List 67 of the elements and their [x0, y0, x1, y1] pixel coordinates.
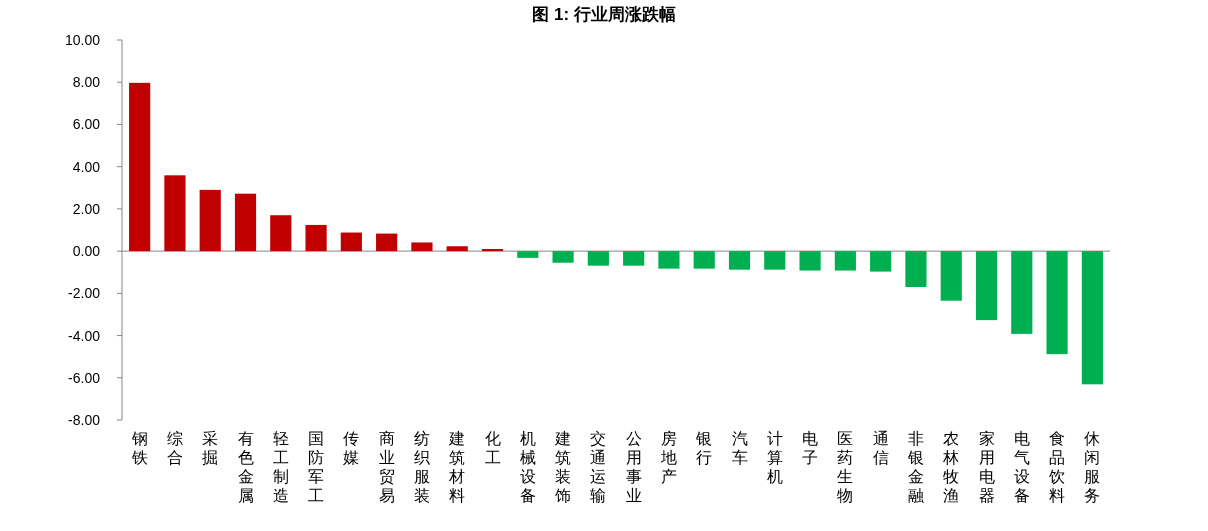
- x-tick-label: 钢铁: [130, 430, 148, 466]
- x-tick-label: 交通运输: [590, 430, 607, 504]
- y-tick-label: -4.00: [68, 327, 101, 344]
- bar: [728, 251, 751, 270]
- bar: [799, 251, 821, 271]
- x-tick-label: 银行: [695, 430, 713, 466]
- y-tick-label: 2.00: [72, 200, 101, 217]
- x-tick-label: 家用电器: [978, 430, 995, 504]
- y-tick-label: 10.00: [64, 32, 101, 48]
- y-tick-label: -6.00: [68, 369, 101, 386]
- bar: [1081, 251, 1103, 385]
- x-tick-label: 食品饮料: [1048, 430, 1066, 504]
- x-tick-label: 机械设备: [519, 430, 536, 504]
- x-tick-label: 医药生物: [837, 430, 854, 504]
- bar: [658, 251, 680, 269]
- x-tick-label: 电子: [802, 430, 819, 466]
- x-tick-label: 电气设备: [1013, 430, 1030, 504]
- bar: [129, 82, 151, 252]
- x-tick-label: 房地产: [659, 430, 677, 485]
- x-tick-label: 国防军工: [308, 430, 325, 504]
- bar: [587, 251, 609, 266]
- bar: [305, 224, 327, 252]
- x-tick-label: 传媒: [343, 430, 360, 466]
- x-tick-label: 公用事业: [625, 430, 642, 504]
- x-tick-label: 建筑材料: [448, 430, 466, 504]
- bar: [693, 251, 715, 269]
- x-tick-label: 汽车: [731, 430, 748, 466]
- bar: [940, 251, 962, 301]
- bar: [1011, 251, 1033, 334]
- chart-title: 图 1: 行业周涨跌幅: [532, 5, 676, 24]
- bar: [870, 251, 892, 272]
- bar: [552, 251, 574, 263]
- x-tick-label: 化工: [484, 430, 501, 466]
- bar: [411, 242, 433, 252]
- y-tick-label: 8.00: [72, 74, 101, 91]
- bar: [270, 215, 292, 252]
- bar: [834, 251, 856, 271]
- bar: [623, 251, 645, 266]
- x-tick-label: 计算机: [766, 430, 783, 485]
- x-tick-label: 纺织服装: [413, 430, 430, 504]
- bar: [234, 193, 257, 252]
- y-tick-label: 0.00: [72, 243, 101, 260]
- x-tick-label: 有色金属: [237, 430, 254, 504]
- x-tick-label: 综合: [166, 430, 183, 466]
- x-tick-label: 非银金融: [906, 430, 924, 504]
- bar: [764, 251, 786, 270]
- bar: [517, 251, 539, 258]
- bar: [340, 232, 362, 252]
- bar: [199, 189, 221, 252]
- x-tick-label: 农林牧渔: [942, 430, 960, 504]
- bar: [975, 251, 998, 321]
- x-tick-label: 休闲服务: [1084, 430, 1101, 504]
- y-tick-label: 4.00: [72, 158, 101, 175]
- bar: [376, 233, 398, 252]
- x-tick-label: 通信: [872, 430, 889, 466]
- bar: [905, 251, 927, 287]
- y-tick-label: -8.00: [68, 412, 101, 428]
- bar: [1046, 251, 1068, 355]
- bar: [481, 249, 504, 252]
- bar: [164, 175, 186, 252]
- bar: [446, 246, 468, 252]
- x-tick-label: 建筑装饰: [554, 430, 572, 504]
- y-tick-label: 6.00: [72, 116, 101, 133]
- x-tick-label: 商业贸易: [378, 430, 395, 504]
- x-tick-label: 采掘: [202, 430, 219, 466]
- y-tick-label: -2.00: [68, 285, 101, 302]
- x-tick-label: 轻工制造: [272, 430, 289, 504]
